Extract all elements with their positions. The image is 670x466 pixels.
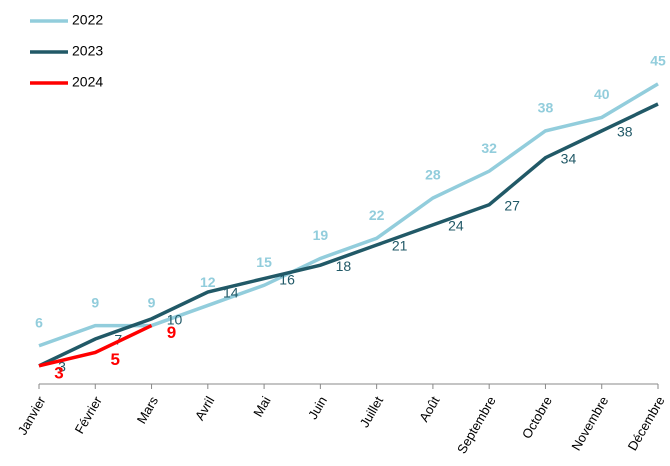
data-label: 40 (594, 86, 610, 102)
x-tick-label: Juin (305, 394, 330, 422)
data-label: 14 (223, 285, 239, 301)
data-label: 32 (481, 140, 497, 156)
x-tick-label: Juillet (357, 393, 387, 430)
series-line (38, 323, 153, 368)
x-tick-label: Novembre (568, 394, 611, 453)
data-label: 38 (538, 100, 554, 116)
data-label: 38 (617, 124, 633, 140)
x-tick-label: Janvier (15, 393, 49, 437)
x-tick-label: Décembre (625, 394, 668, 453)
data-label: 19 (313, 227, 329, 243)
legend-label: 2024 (72, 74, 103, 90)
x-tick-label: Avril (192, 394, 218, 423)
data-label: 9 (91, 294, 99, 310)
data-label: 45 (650, 53, 666, 69)
data-label: 6 (35, 314, 43, 330)
series-line (38, 102, 659, 368)
x-tick-label: Août (416, 393, 443, 424)
data-label: 9 (167, 323, 176, 342)
data-label: 9 (148, 294, 156, 310)
data-label: 27 (504, 197, 520, 213)
data-label: 28 (425, 167, 441, 183)
data-label: 16 (279, 271, 295, 287)
data-label: 34 (561, 150, 577, 166)
data-label: 18 (336, 258, 352, 274)
legend-label: 2022 (72, 12, 103, 28)
x-tick-label: Septembre (454, 394, 499, 457)
x-tick-label: Mai (250, 394, 274, 420)
data-label: 12 (200, 274, 216, 290)
legend-label: 2023 (72, 43, 103, 59)
series-line (38, 82, 659, 348)
data-label: 3 (58, 359, 66, 375)
data-label: 24 (448, 218, 464, 234)
x-tick-label: Février (72, 393, 106, 436)
data-label: 5 (111, 350, 120, 369)
data-label: 10 (167, 312, 183, 328)
x-tick-label: Octobre (519, 394, 555, 442)
data-label: 3 (54, 363, 63, 382)
data-label: 22 (369, 207, 385, 223)
data-label: 21 (392, 238, 408, 254)
data-label: 15 (256, 254, 272, 270)
x-tick-label: Mars (134, 393, 162, 426)
